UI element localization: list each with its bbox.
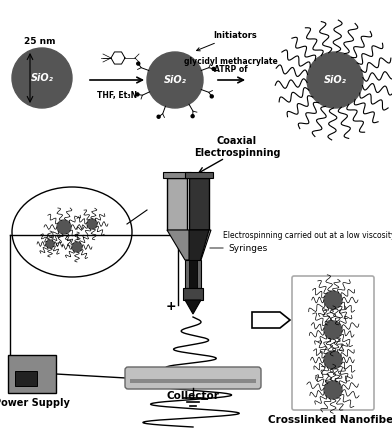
Circle shape [46,240,54,248]
Polygon shape [185,300,201,314]
FancyBboxPatch shape [8,355,56,393]
Text: THF, Et₃N: THF, Et₃N [97,90,137,99]
Circle shape [324,321,342,339]
Bar [183,288,203,300]
Bar [185,260,201,288]
Bar [163,172,191,178]
Text: +: + [166,300,176,312]
Text: SiO₂: SiO₂ [323,75,347,85]
Text: −: − [200,395,210,405]
Circle shape [87,219,97,229]
FancyBboxPatch shape [292,276,374,410]
Text: ATRP of: ATRP of [214,65,248,74]
Text: Initiators: Initiators [196,30,257,51]
FancyBboxPatch shape [130,379,256,383]
Ellipse shape [12,187,132,277]
Polygon shape [189,230,209,272]
Circle shape [324,351,342,369]
Text: Power Supply: Power Supply [0,398,70,408]
Text: glycidyl methacrylate: glycidyl methacrylate [184,56,278,65]
Bar [189,178,209,230]
Text: Coaxial
Electrospinning: Coaxial Electrospinning [194,136,280,158]
Text: SiO₂: SiO₂ [163,75,187,85]
Circle shape [191,115,194,118]
Circle shape [157,115,160,118]
Circle shape [324,291,342,309]
Circle shape [324,381,342,399]
Text: Electrospinning carried out at a low viscosity: Electrospinning carried out at a low vis… [223,231,392,240]
Circle shape [307,52,363,108]
Text: SiO₂: SiO₂ [31,73,53,83]
Circle shape [212,68,215,71]
FancyBboxPatch shape [125,367,261,389]
Text: 25 nm: 25 nm [24,36,56,45]
Text: Syringes: Syringes [228,244,267,253]
Bar [185,172,213,178]
Circle shape [72,242,82,252]
Bar [167,178,187,230]
Bar [189,260,197,288]
Circle shape [147,52,203,108]
FancyBboxPatch shape [15,371,37,386]
Polygon shape [167,230,211,260]
Text: Crosslinked Nanofiber: Crosslinked Nanofiber [268,415,392,425]
Circle shape [136,93,139,96]
Circle shape [12,48,72,108]
Text: Collector: Collector [167,391,220,401]
Polygon shape [252,312,290,328]
Circle shape [210,95,213,98]
Circle shape [137,62,140,65]
Circle shape [57,220,71,234]
